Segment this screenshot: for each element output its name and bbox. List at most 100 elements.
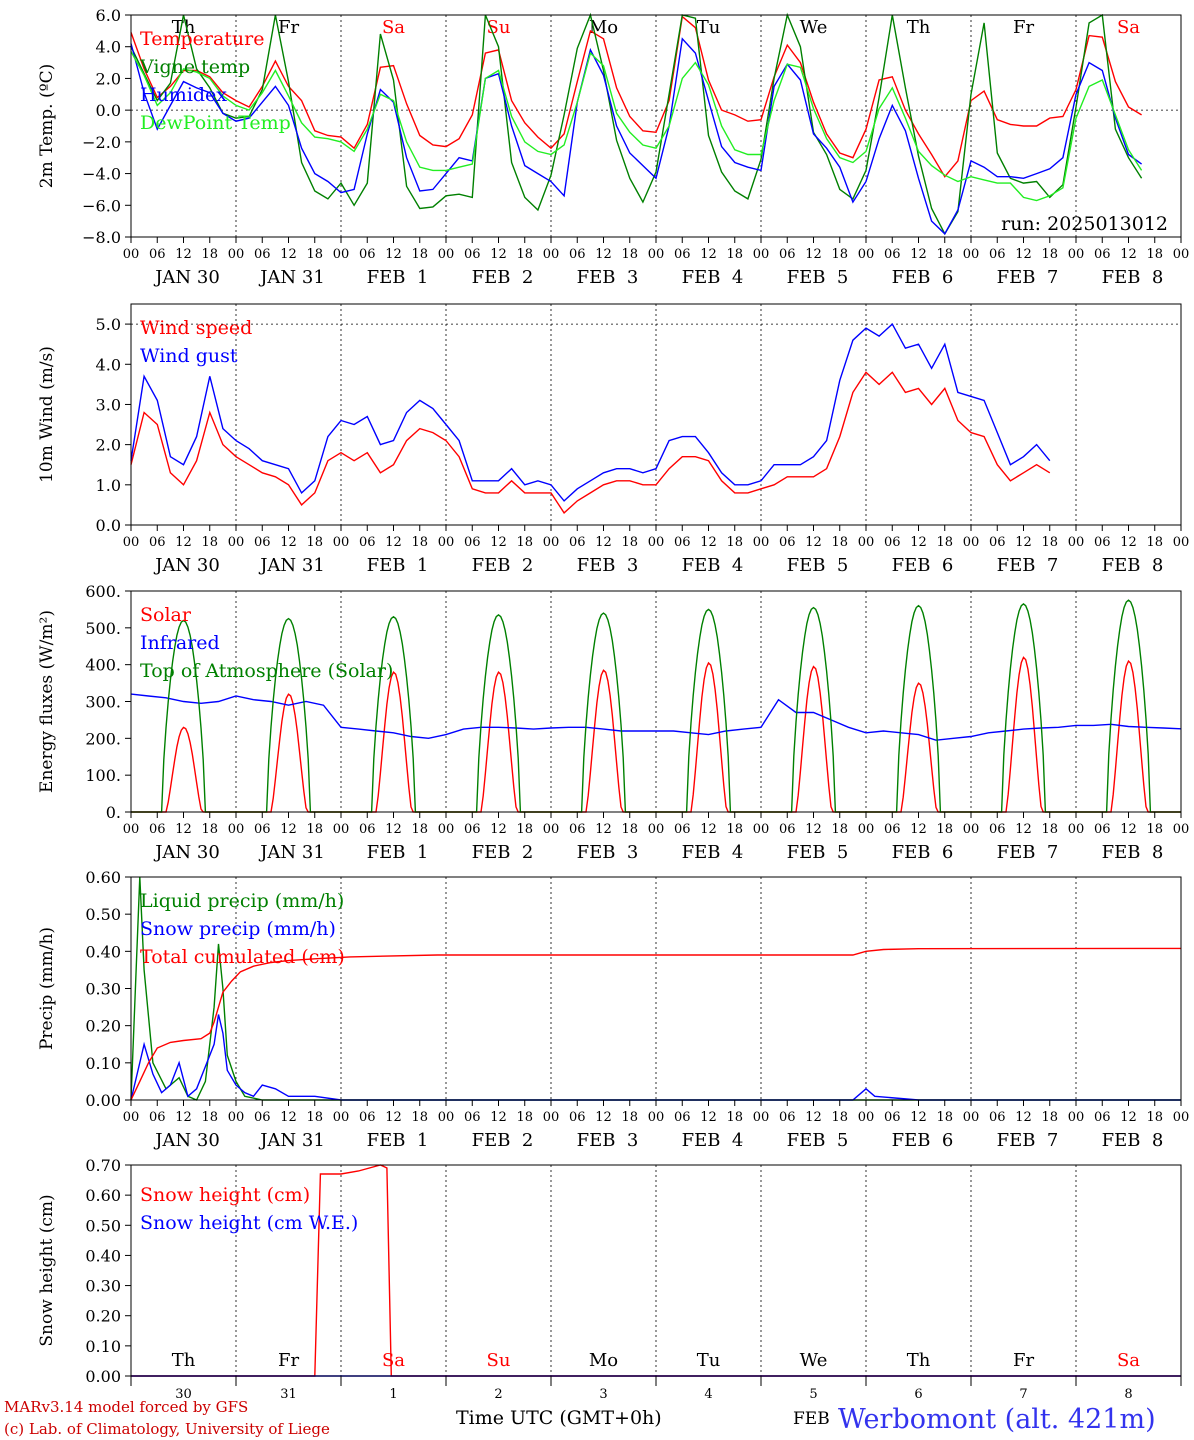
- y-tick-label: 0.10: [85, 1337, 121, 1356]
- x-tick-label: 18: [201, 535, 218, 550]
- date-label: FEB 4: [682, 1130, 744, 1151]
- weekday-label: We: [800, 17, 828, 38]
- y-tick-label: 0.0: [96, 101, 121, 120]
- date-label: JAN 30: [153, 1130, 220, 1151]
- footer: MARv3.14 model forced by GFS (c) Lab. of…: [4, 1398, 1156, 1438]
- x-tick-label: 06: [359, 535, 376, 550]
- y-tick-label: 300.: [85, 693, 121, 712]
- y-tick-label: 1.0: [96, 476, 121, 495]
- day-number-label: 30: [175, 1387, 192, 1402]
- x-tick-label: 12: [700, 822, 717, 837]
- weekday-label: Tu: [697, 17, 721, 38]
- x-tick-label: 12: [175, 247, 192, 262]
- x-tick-label: 18: [411, 535, 428, 550]
- x-tick-label: 06: [149, 247, 166, 262]
- x-tick-label: 00: [753, 247, 770, 262]
- y-tick-label: 4.0: [96, 38, 121, 57]
- y-tick-label: 0.20: [85, 1307, 121, 1326]
- model-credit: MARv3.14 model forced by GFS: [4, 1398, 248, 1416]
- x-tick-label: 00: [123, 535, 140, 550]
- x-tick-label: 00: [228, 1110, 245, 1125]
- x-tick-label: 06: [359, 1110, 376, 1125]
- x-tick-label: 06: [884, 822, 901, 837]
- x-tick-label: 12: [1015, 535, 1032, 550]
- x-tick-label: 00: [1173, 822, 1190, 837]
- y-tick-label: 0.30: [85, 980, 121, 999]
- x-tick-label: 06: [779, 247, 796, 262]
- x-tick-label: 12: [910, 535, 927, 550]
- y-tick-label: 0.50: [85, 905, 121, 924]
- date-label: JAN 31: [258, 267, 325, 288]
- x-tick-label: 12: [805, 1110, 822, 1125]
- x-tick-label: 18: [516, 247, 533, 262]
- y-axis-title: Snow height (cm): [37, 1194, 57, 1346]
- x-tick-label: 00: [1068, 247, 1085, 262]
- x-tick-label: 06: [254, 1110, 271, 1125]
- legend-top-of-atmosphere-solar: Top of Atmosphere (Solar): [140, 660, 393, 682]
- date-label: FEB 6: [892, 842, 954, 863]
- weekday-label: Fr: [278, 17, 299, 38]
- panel-snow-height-cm: Th Fr Sa Su Mo Tu We Th Fr Sa 0.70 0.60 0.50 0.40 0.30…: [37, 1156, 1182, 1402]
- x-tick-label: 12: [910, 247, 927, 262]
- legend-liquid-precip-mm-h: Liquid precip (mm/h): [140, 890, 344, 912]
- x-tick-label: 12: [1120, 535, 1137, 550]
- x-tick-label: 18: [306, 535, 323, 550]
- date-label: FEB 1: [367, 842, 429, 863]
- date-label: FEB 1: [367, 555, 429, 576]
- y-tick-label: 200.: [85, 729, 121, 748]
- y-tick-label: 0.00: [85, 1091, 121, 1110]
- x-tick-label: 18: [831, 247, 848, 262]
- x-tick-label: 06: [779, 1110, 796, 1125]
- date-label: FEB 4: [682, 842, 744, 863]
- y-tick-label: 500.: [85, 619, 121, 638]
- x-tick-label: 06: [674, 535, 691, 550]
- x-tick-label: 12: [490, 535, 507, 550]
- x-tick-label: 18: [516, 535, 533, 550]
- x-tick-label: 00: [543, 1110, 560, 1125]
- weekday-label: Th: [172, 17, 196, 38]
- x-tick-label: 00: [1068, 822, 1085, 837]
- x-tick-label: 12: [490, 247, 507, 262]
- x-tick-label: 06: [569, 535, 586, 550]
- y-tick-label: 0.10: [85, 1054, 121, 1073]
- series-dewpoint-temp: [130, 51, 1143, 202]
- day-number-label: 6: [914, 1387, 922, 1402]
- x-tick-label: 06: [989, 247, 1006, 262]
- panel-energy-fluxes-w-m: 600. 500. 400. 300. 200. 100. 0. Energy fluxes …: [37, 582, 1189, 863]
- legend-total-cumulated-cm: Total cumulated (cm): [140, 946, 345, 968]
- series-wind-gust: [130, 322, 1051, 502]
- x-tick-label: 00: [228, 822, 245, 837]
- panel-10m-wind-m-s: 5.0 4.0 3.0 2.0 1.0 0.0 10m Wind (m/s) 00 06 12 18…: [37, 303, 1189, 576]
- x-tick-label: 06: [464, 822, 481, 837]
- x-tick-label: 18: [1041, 1110, 1058, 1125]
- x-tick-label: 06: [464, 247, 481, 262]
- x-tick-label: 06: [149, 535, 166, 550]
- x-tick-label: 18: [621, 822, 638, 837]
- y-tick-label: −2.0: [82, 133, 121, 152]
- day-number-label: 31: [280, 1387, 297, 1402]
- y-tick-label: 4.0: [96, 355, 121, 374]
- x-tick-label: 06: [359, 247, 376, 262]
- day-number-label: 1: [389, 1387, 397, 1402]
- series-wind-speed: [130, 371, 1051, 514]
- x-tick-label: 18: [1041, 822, 1058, 837]
- y-tick-label: 2.0: [96, 436, 121, 455]
- x-tick-label: 00: [648, 535, 665, 550]
- date-label: FEB 8: [1102, 1130, 1164, 1151]
- legend-solar: Solar: [140, 604, 192, 626]
- y-axis-title: 2m Temp. (ºC): [37, 64, 57, 189]
- weekday-label: Su: [487, 1350, 511, 1371]
- date-label: FEB 7: [997, 1130, 1059, 1151]
- date-label: JAN 30: [153, 842, 220, 863]
- y-tick-label: 2.0: [96, 69, 121, 88]
- x-tick-label: 06: [674, 1110, 691, 1125]
- x-tick-label: 06: [674, 822, 691, 837]
- weekday-label: Th: [907, 17, 931, 38]
- x-tick-label: 00: [1173, 247, 1190, 262]
- x-tick-label: 00: [753, 822, 770, 837]
- x-tick-label: 18: [936, 535, 953, 550]
- x-tick-label: 18: [936, 1110, 953, 1125]
- weekday-label: Sa: [382, 1350, 405, 1371]
- x-tick-label: 06: [884, 535, 901, 550]
